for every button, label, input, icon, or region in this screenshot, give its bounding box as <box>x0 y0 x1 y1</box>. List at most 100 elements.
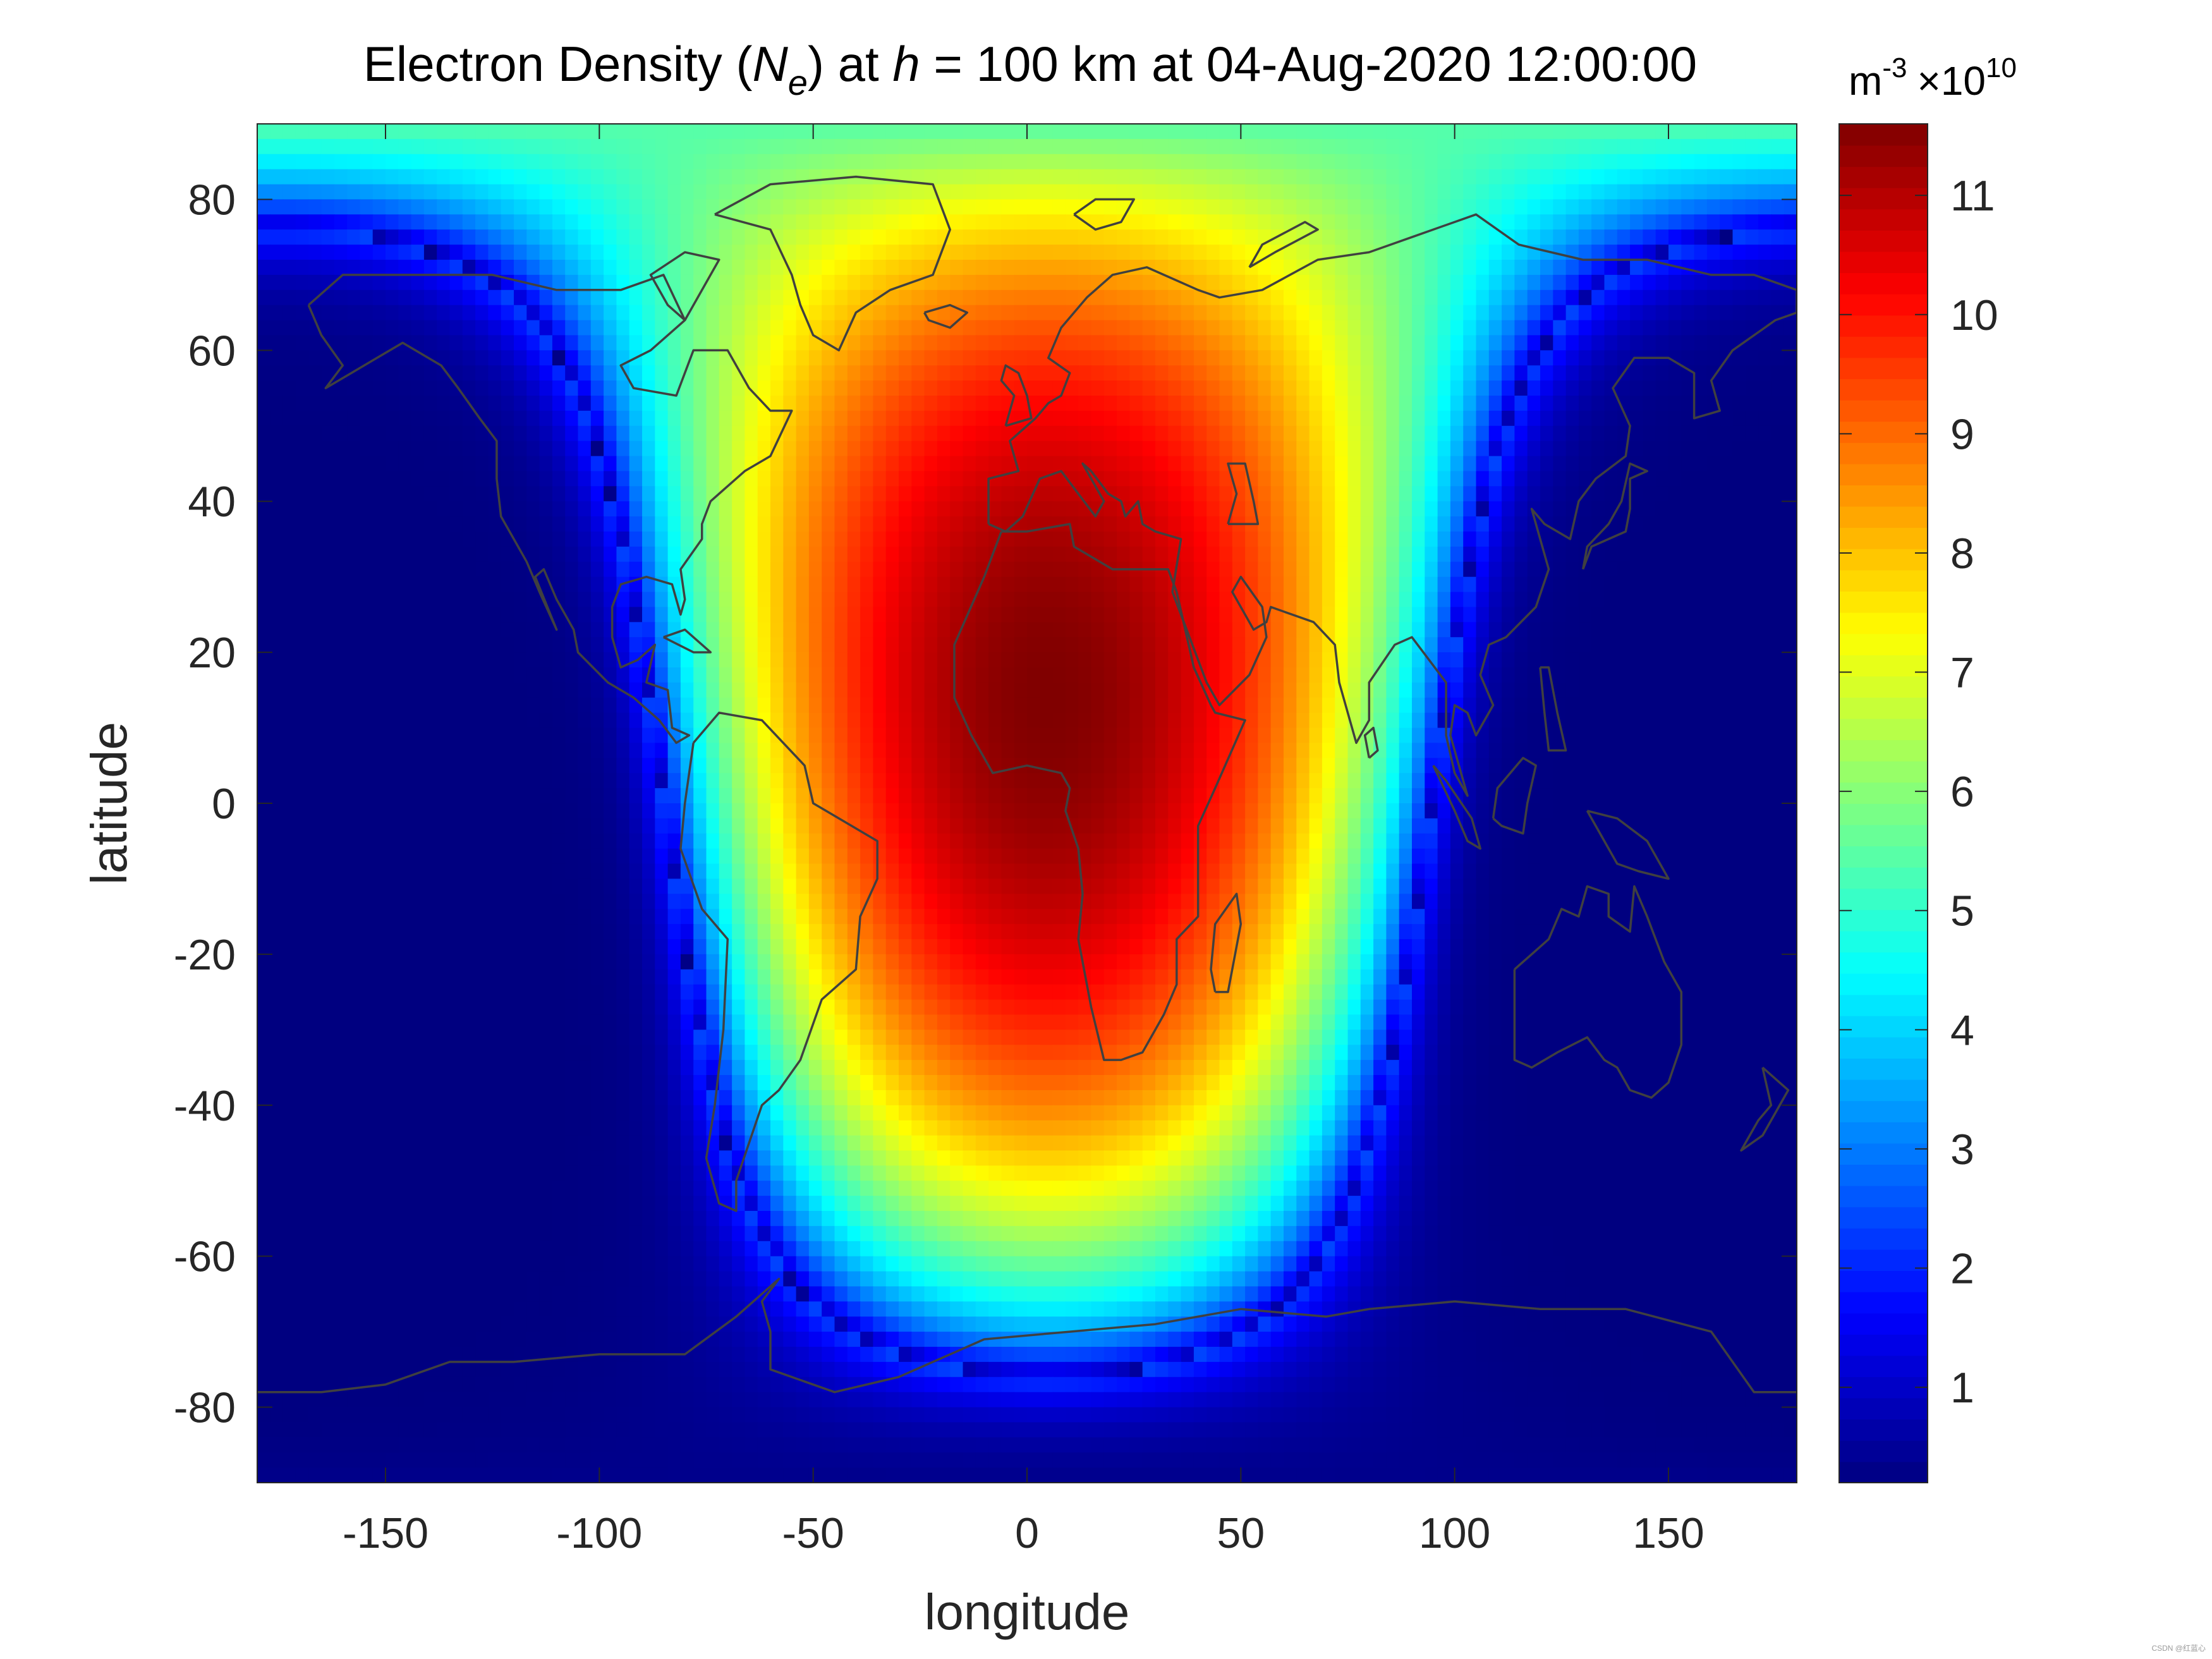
heatmap-cell <box>937 365 951 381</box>
heatmap-cell <box>1527 199 1541 216</box>
heatmap-cell <box>514 441 528 457</box>
heatmap-cell <box>693 622 707 638</box>
heatmap-cell <box>295 335 310 351</box>
heatmap-cell <box>616 154 630 170</box>
heatmap-cell <box>1758 456 1772 472</box>
heatmap-cell <box>462 305 476 321</box>
heatmap-cell <box>295 396 310 411</box>
heatmap-cell <box>1450 622 1464 638</box>
heatmap-cell <box>1091 667 1105 683</box>
heatmap-cell <box>1219 501 1233 517</box>
heatmap-cell <box>1553 516 1567 532</box>
heatmap-cell <box>1399 305 1413 321</box>
heatmap-cell <box>1643 138 1656 155</box>
heatmap-cell <box>526 425 540 442</box>
heatmap-cell <box>1335 516 1349 532</box>
heatmap-cell <box>1232 607 1246 623</box>
heatmap-cell <box>655 214 669 231</box>
heatmap-cell <box>449 532 463 547</box>
heatmap-cell <box>1040 124 1054 140</box>
heatmap-cell <box>604 184 617 200</box>
heatmap-cell <box>1040 274 1054 291</box>
heatmap-cell <box>501 652 514 668</box>
heatmap-cell <box>488 169 502 185</box>
heatmap-cell <box>693 486 707 502</box>
heatmap-cell <box>1270 546 1284 562</box>
heatmap-cell <box>1771 471 1785 487</box>
heatmap-cell <box>1463 350 1477 367</box>
heatmap-cell <box>1643 622 1656 638</box>
heatmap-cell <box>1450 124 1464 140</box>
heatmap-cell <box>1732 682 1746 698</box>
heatmap-cell <box>1771 637 1785 653</box>
heatmap-cell <box>1604 607 1618 623</box>
heatmap-cell <box>924 380 938 396</box>
heatmap-cell <box>1091 335 1105 351</box>
heatmap-cell <box>1001 154 1015 170</box>
heatmap-cell <box>911 576 925 593</box>
heatmap-cell <box>629 682 643 698</box>
heatmap-cell <box>347 289 361 306</box>
heatmap-cell <box>1206 501 1220 517</box>
heatmap-cell <box>1129 532 1143 547</box>
heatmap-cell <box>1643 365 1656 381</box>
heatmap-cell <box>423 576 438 593</box>
heatmap-cell <box>386 380 399 396</box>
heatmap-cell <box>847 667 861 683</box>
heatmap-cell <box>1694 622 1708 638</box>
heatmap-cell <box>1155 652 1169 668</box>
heatmap-cell <box>899 486 913 502</box>
heatmap-cell <box>680 124 695 140</box>
heatmap-cell <box>796 274 810 291</box>
heatmap-cell <box>295 743 310 759</box>
heatmap-cell <box>1758 561 1772 578</box>
heatmap-cell <box>616 425 630 442</box>
heatmap-cell <box>796 124 810 140</box>
heatmap-cell <box>860 425 874 442</box>
heatmap-cell <box>1591 124 1605 140</box>
heatmap-cell <box>1732 501 1746 517</box>
heatmap-cell <box>1027 561 1041 578</box>
heatmap-cell <box>706 335 720 351</box>
heatmap-cell <box>590 320 604 336</box>
heatmap-cell <box>1232 471 1246 487</box>
heatmap-cell <box>604 486 617 502</box>
heatmap-cell <box>732 727 746 744</box>
heatmap-cell <box>1206 335 1220 351</box>
heatmap-cell <box>257 516 271 532</box>
heatmap-cell <box>1540 532 1554 547</box>
heatmap-cell <box>1694 396 1708 411</box>
heatmap-cell <box>1014 622 1028 638</box>
heatmap-cell <box>270 607 284 623</box>
heatmap-cell <box>321 637 335 653</box>
heatmap-cell <box>1514 410 1528 427</box>
heatmap-cell <box>937 154 951 170</box>
heatmap-cell <box>680 289 695 306</box>
heatmap-cell <box>1296 289 1310 306</box>
heatmap-cell <box>1668 471 1682 487</box>
heatmap-cell <box>1399 456 1413 472</box>
heatmap-cell <box>308 652 322 668</box>
heatmap-cell <box>539 138 553 155</box>
heatmap-cell <box>1322 561 1336 578</box>
heatmap-cell <box>1117 138 1131 155</box>
heatmap-cell <box>1591 260 1605 276</box>
heatmap-cell <box>1347 637 1361 653</box>
heatmap-cell <box>1142 727 1156 744</box>
heatmap-cell <box>822 124 836 140</box>
heatmap-cell <box>1591 486 1605 502</box>
heatmap-cell <box>423 532 438 547</box>
heatmap-cell <box>578 289 592 306</box>
heatmap-cell <box>1591 396 1605 411</box>
heatmap-cell <box>1347 169 1361 185</box>
heatmap-cell <box>1347 592 1361 608</box>
heatmap-cell <box>860 320 874 336</box>
heatmap-cell <box>526 199 540 216</box>
heatmap-cell <box>526 380 540 396</box>
heatmap-cell <box>1193 532 1208 547</box>
heatmap-cell <box>924 274 938 291</box>
heatmap-cell <box>783 532 797 547</box>
heatmap-cell <box>1578 410 1593 427</box>
heatmap-cell <box>449 335 463 351</box>
heatmap-cell <box>270 365 284 381</box>
